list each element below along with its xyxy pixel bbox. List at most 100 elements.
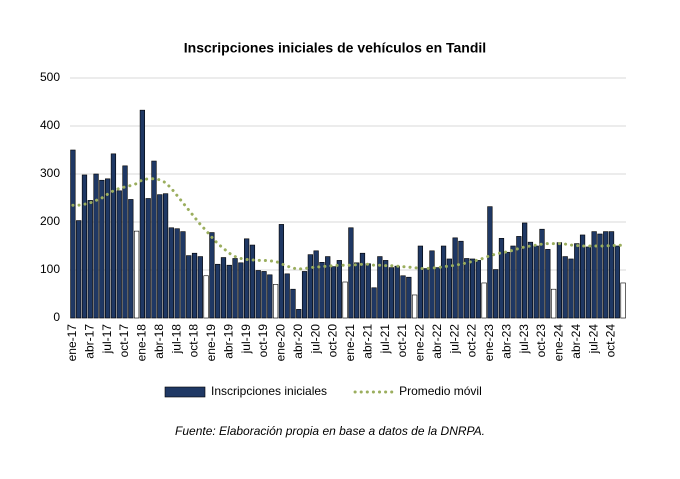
bar xyxy=(186,256,191,318)
bar xyxy=(453,238,458,318)
bar xyxy=(493,270,498,318)
y-tick-label: 200 xyxy=(40,214,60,228)
bar xyxy=(94,174,99,318)
bar xyxy=(621,283,626,318)
bar xyxy=(430,251,435,318)
x-tick-label: jul-21 xyxy=(378,324,392,355)
bar xyxy=(256,270,261,318)
x-tick-label: abr-18 xyxy=(152,324,166,359)
bar xyxy=(134,231,139,318)
bar xyxy=(157,195,162,318)
bar xyxy=(337,260,342,318)
bar xyxy=(522,223,527,318)
bar xyxy=(210,233,215,318)
bar xyxy=(100,180,105,318)
x-tick-label: oct-24 xyxy=(604,324,618,358)
bar xyxy=(528,242,533,318)
bar xyxy=(244,239,249,318)
bar xyxy=(175,229,180,318)
x-tick-label: ene-24 xyxy=(552,324,566,362)
bar xyxy=(128,199,133,318)
source-note: Fuente: Elaboración propia en base a dat… xyxy=(175,424,485,438)
bar xyxy=(169,228,174,318)
bar xyxy=(88,200,93,318)
x-tick-label: jul-22 xyxy=(447,324,461,355)
bar xyxy=(233,258,238,318)
x-tick-label: oct-23 xyxy=(534,324,548,358)
bar xyxy=(569,259,574,318)
bar xyxy=(320,262,325,318)
bar xyxy=(383,260,388,318)
bar xyxy=(476,260,481,318)
bar xyxy=(447,259,452,318)
bar xyxy=(563,257,568,318)
legend-label: Promedio móvil xyxy=(399,384,482,398)
bar xyxy=(534,246,539,318)
chart-title: Inscripciones iniciales de vehículos en … xyxy=(184,40,486,56)
x-tick-label: jul-19 xyxy=(239,324,253,355)
x-tick-label: ene-17 xyxy=(65,324,79,362)
bar xyxy=(82,175,87,318)
bar xyxy=(586,247,591,318)
bar xyxy=(412,295,417,318)
bar xyxy=(152,161,157,318)
bar xyxy=(76,221,81,318)
bar xyxy=(615,246,620,318)
bar xyxy=(146,198,151,318)
bar xyxy=(349,228,354,318)
bar xyxy=(105,179,110,318)
x-tick-label: jul-18 xyxy=(169,324,183,355)
y-tick-label: 0 xyxy=(53,310,60,324)
bar xyxy=(511,246,516,318)
bar xyxy=(540,229,545,318)
legend-label: Inscripciones iniciales xyxy=(211,384,327,398)
bar xyxy=(435,268,440,318)
bar xyxy=(557,243,562,318)
x-tick-label: abr-23 xyxy=(499,324,513,359)
x-tick-label: abr-19 xyxy=(221,324,235,359)
bar xyxy=(308,255,313,318)
x-tick-label: jul-17 xyxy=(100,324,114,355)
bar xyxy=(111,154,116,318)
x-tick-label: abr-21 xyxy=(360,324,374,359)
x-tick-label: abr-17 xyxy=(82,324,96,359)
bar xyxy=(464,258,469,318)
bar xyxy=(574,244,579,318)
x-tick-label: oct-17 xyxy=(117,324,131,358)
bar xyxy=(470,259,475,318)
bar xyxy=(198,257,203,318)
x-tick-label: ene-21 xyxy=(343,324,357,362)
bar xyxy=(291,289,296,318)
bar xyxy=(221,258,226,318)
x-tick-label: abr-20 xyxy=(291,324,305,359)
bar xyxy=(389,268,394,318)
bar xyxy=(331,267,336,318)
bar xyxy=(343,282,348,318)
x-tick-label: jul-20 xyxy=(308,324,322,355)
x-tick-label: ene-23 xyxy=(482,324,496,362)
bar xyxy=(459,241,464,318)
x-tick-label: jul-24 xyxy=(586,324,600,355)
bar xyxy=(181,232,186,318)
bar xyxy=(366,264,371,318)
y-tick-label: 500 xyxy=(40,70,60,84)
x-tick-label: ene-19 xyxy=(204,324,218,362)
bar xyxy=(441,246,446,318)
bar xyxy=(482,283,487,318)
x-tick-label: abr-24 xyxy=(569,324,583,359)
bar xyxy=(273,284,278,318)
bar xyxy=(488,207,493,318)
y-tick-label: 400 xyxy=(40,118,60,132)
bar xyxy=(163,194,168,318)
bar xyxy=(406,277,411,318)
x-tick-label: oct-22 xyxy=(465,324,479,358)
bar xyxy=(267,275,272,318)
bar xyxy=(354,263,359,318)
x-tick-label: oct-18 xyxy=(187,324,201,358)
x-tick-label: oct-21 xyxy=(395,324,409,358)
bar xyxy=(545,249,550,318)
bar xyxy=(227,265,232,318)
x-tick-label: ene-18 xyxy=(135,324,149,362)
bar xyxy=(401,276,406,318)
